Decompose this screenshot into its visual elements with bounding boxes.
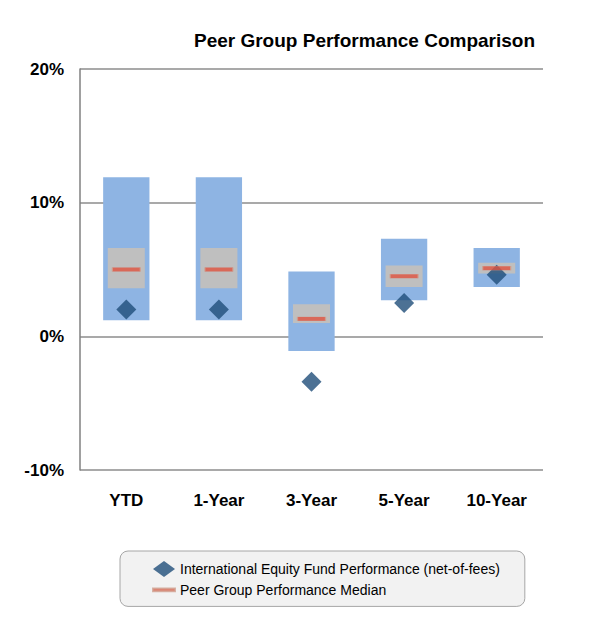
svg-text:0%: 0% — [39, 327, 64, 346]
svg-text:-10%: -10% — [24, 461, 64, 480]
svg-text:1-Year: 1-Year — [193, 491, 244, 510]
svg-text:Peer Group Performance Median: Peer Group Performance Median — [180, 582, 386, 598]
svg-text:10-Year: 10-Year — [466, 491, 527, 510]
svg-text:Peer Group Performance Compari: Peer Group Performance Comparison — [194, 30, 535, 51]
svg-text:3-Year: 3-Year — [286, 491, 337, 510]
svg-text:5-Year: 5-Year — [379, 491, 430, 510]
svg-text:YTD: YTD — [109, 491, 143, 510]
svg-text:International Equity Fund Perf: International Equity Fund Performance (n… — [180, 561, 500, 577]
svg-text:20%: 20% — [30, 60, 64, 79]
svg-text:10%: 10% — [30, 193, 64, 212]
